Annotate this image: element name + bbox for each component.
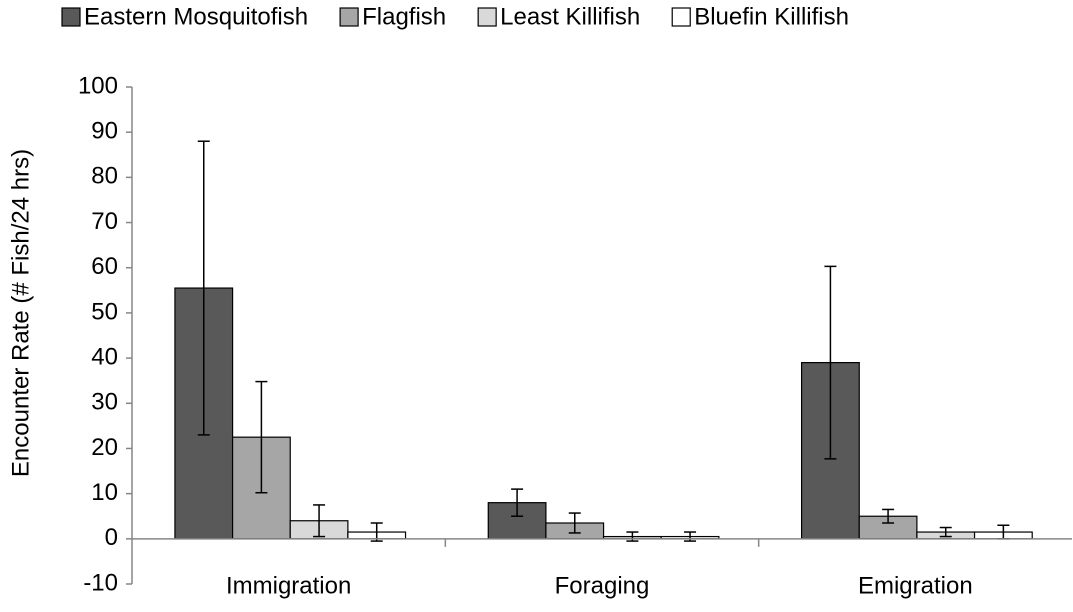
- error-bar: [370, 522, 383, 542]
- error-bar: [313, 504, 326, 538]
- error-bar: [511, 488, 524, 517]
- y-axis-title: Encounter Rate (# Fish/24 hrs): [7, 149, 34, 477]
- x-tick-label: Immigration: [226, 572, 351, 599]
- y-tick-label: 90: [91, 118, 118, 145]
- y-tick-label: 30: [91, 389, 118, 416]
- y-tick-label: 100: [78, 72, 118, 99]
- legend-swatch: [339, 7, 359, 27]
- y-tick-label: 70: [91, 208, 118, 235]
- legend-swatch: [61, 7, 81, 27]
- error-bar: [824, 265, 837, 460]
- y-tick-label: 60: [91, 253, 118, 280]
- x-tick-label: Foraging: [555, 572, 650, 599]
- legend-label: Least Killifish: [500, 3, 640, 30]
- legend-label: Bluefin Killifish: [694, 3, 849, 30]
- error-bar: [568, 512, 581, 534]
- y-tick-label: 80: [91, 163, 118, 190]
- legend-swatch: [671, 7, 691, 27]
- y-tick-label: 20: [91, 434, 118, 461]
- legend-label: Eastern Mosquitofish: [84, 3, 308, 30]
- y-tick-label: 50: [91, 298, 118, 325]
- error-bar: [684, 531, 697, 542]
- legend-label: Flagfish: [362, 3, 446, 30]
- y-tick-label: 10: [91, 479, 118, 506]
- error-bar: [939, 526, 952, 538]
- y-tick-label: 0: [105, 524, 118, 551]
- error-bar: [882, 508, 895, 524]
- error-bar: [626, 531, 639, 542]
- y-tick-label: -10: [83, 569, 118, 596]
- y-tick-label: 40: [91, 343, 118, 370]
- error-bar: [255, 380, 268, 494]
- error-bar: [197, 140, 210, 436]
- legend-swatch: [477, 7, 497, 27]
- x-tick-label: Emigration: [858, 572, 973, 599]
